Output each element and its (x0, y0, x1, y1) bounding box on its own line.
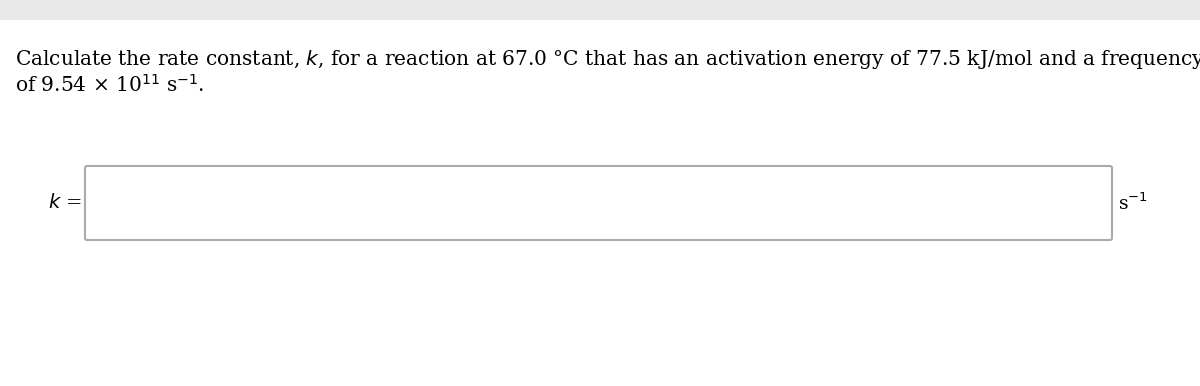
Text: Calculate the rate constant, $k$, for a reaction at 67.0 °C that has an activati: Calculate the rate constant, $k$, for a … (14, 48, 1200, 71)
FancyBboxPatch shape (85, 166, 1112, 240)
Text: of 9.54 × 10$^{11}$ s$^{-1}$.: of 9.54 × 10$^{11}$ s$^{-1}$. (14, 74, 204, 96)
Text: s$^{-1}$: s$^{-1}$ (1118, 192, 1148, 214)
Text: $k$ =: $k$ = (48, 193, 82, 213)
Bar (0, 0, 1200, 20)
